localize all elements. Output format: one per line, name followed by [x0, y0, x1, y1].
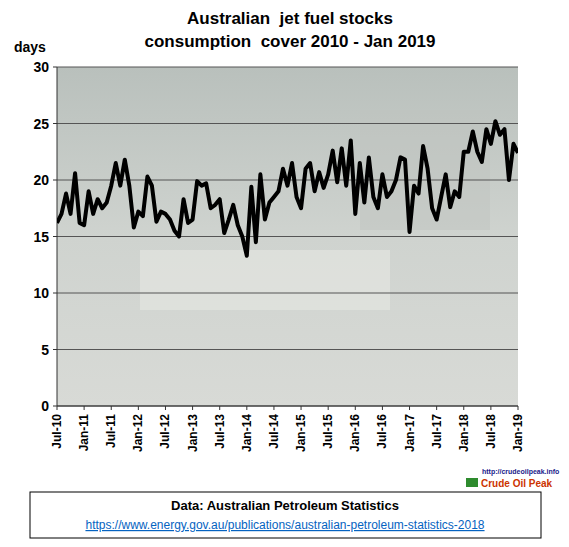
x-tick — [355, 406, 356, 410]
x-tick-label: Jan-18 — [457, 414, 471, 452]
grid-line — [57, 123, 518, 124]
logo-icon — [466, 478, 478, 487]
plot-background — [57, 67, 518, 406]
x-tick-label: Jul-12 — [158, 414, 172, 449]
x-tick-label: Jan-13 — [186, 414, 200, 452]
y-tick — [53, 349, 57, 350]
y-tick — [53, 123, 57, 124]
x-tick — [246, 406, 247, 410]
y-tick-label: 25 — [33, 116, 49, 132]
x-tick — [111, 406, 112, 410]
source-box — [30, 492, 541, 538]
background-decor — [360, 110, 490, 230]
x-tick-label: Jan-11 — [77, 414, 91, 452]
x-tick — [436, 406, 437, 410]
x-tick-label: Jan-19 — [511, 414, 525, 452]
x-tick — [382, 406, 383, 410]
x-tick — [518, 406, 519, 410]
y-tick — [53, 236, 57, 237]
x-tick — [84, 406, 85, 410]
logo-text: Crude Oil Peak — [481, 478, 553, 489]
y-tick-label: 10 — [33, 285, 49, 301]
plot-area — [57, 121, 518, 255]
y-tick — [53, 180, 57, 181]
x-tick-label: Jul-14 — [267, 414, 281, 449]
x-tick — [409, 406, 410, 410]
x-tick — [165, 406, 166, 410]
grid-line — [57, 406, 518, 407]
source-url: https://www.energy.gov.au/publications/a… — [85, 518, 484, 532]
grid-line — [57, 293, 518, 294]
chart: 0 5 10 15 20 25 30 Jul-10 Jan-11 Jul-11 Jan-12 Jul-… — [0, 0, 569, 547]
data-line — [57, 121, 518, 255]
x-tick-label: Jan-16 — [348, 414, 362, 452]
x-tick-label: Jul-17 — [430, 414, 444, 449]
title: Australian jet fuel stocks — [187, 9, 393, 28]
y-tick-label: 0 — [41, 398, 49, 414]
x-tick — [138, 406, 139, 410]
x-tick-label: Jan-15 — [294, 414, 308, 452]
y-axis — [57, 67, 58, 406]
x-axis — [57, 406, 518, 407]
subtitle: consumption cover 2010 - Jan 2019 — [144, 32, 435, 51]
x-tick-label: Jul-11 — [104, 414, 118, 448]
x-tick-label: Jan-17 — [403, 414, 417, 452]
background-decor — [140, 250, 390, 310]
x-tick — [219, 406, 220, 410]
x-tick-label: Jan-12 — [131, 414, 145, 452]
x-tick — [192, 406, 193, 410]
y-tick-label: 15 — [33, 229, 49, 245]
x-tick — [328, 406, 329, 410]
x-tick — [273, 406, 274, 410]
y-tick — [53, 293, 57, 294]
x-tick-label: Jul-18 — [484, 414, 498, 449]
y-tick-label: 30 — [33, 59, 49, 75]
x-tick-label: Jul-15 — [321, 414, 335, 449]
y-tick — [53, 67, 57, 68]
x-tick — [301, 406, 302, 410]
y-tick — [53, 406, 57, 407]
x-tick-label: Jan-14 — [240, 414, 254, 452]
grid-line — [57, 67, 518, 68]
logo-url: http://crudeoilpeak.info — [482, 468, 559, 476]
x-tick-label: Jul-13 — [213, 414, 227, 449]
source: Data: Australian Petroleum Statistics — [171, 498, 399, 513]
y-axis-label: days — [14, 39, 46, 55]
x-tick — [463, 406, 464, 410]
x-tick — [57, 406, 58, 410]
y-tick-label: 5 — [41, 342, 49, 358]
grid-line — [57, 349, 518, 350]
y-tick-label: 20 — [33, 172, 49, 188]
x-tick — [490, 406, 491, 410]
x-tick-label: Jul-16 — [375, 414, 389, 449]
x-tick-label: Jul-10 — [50, 414, 64, 449]
grid-line — [57, 236, 518, 237]
